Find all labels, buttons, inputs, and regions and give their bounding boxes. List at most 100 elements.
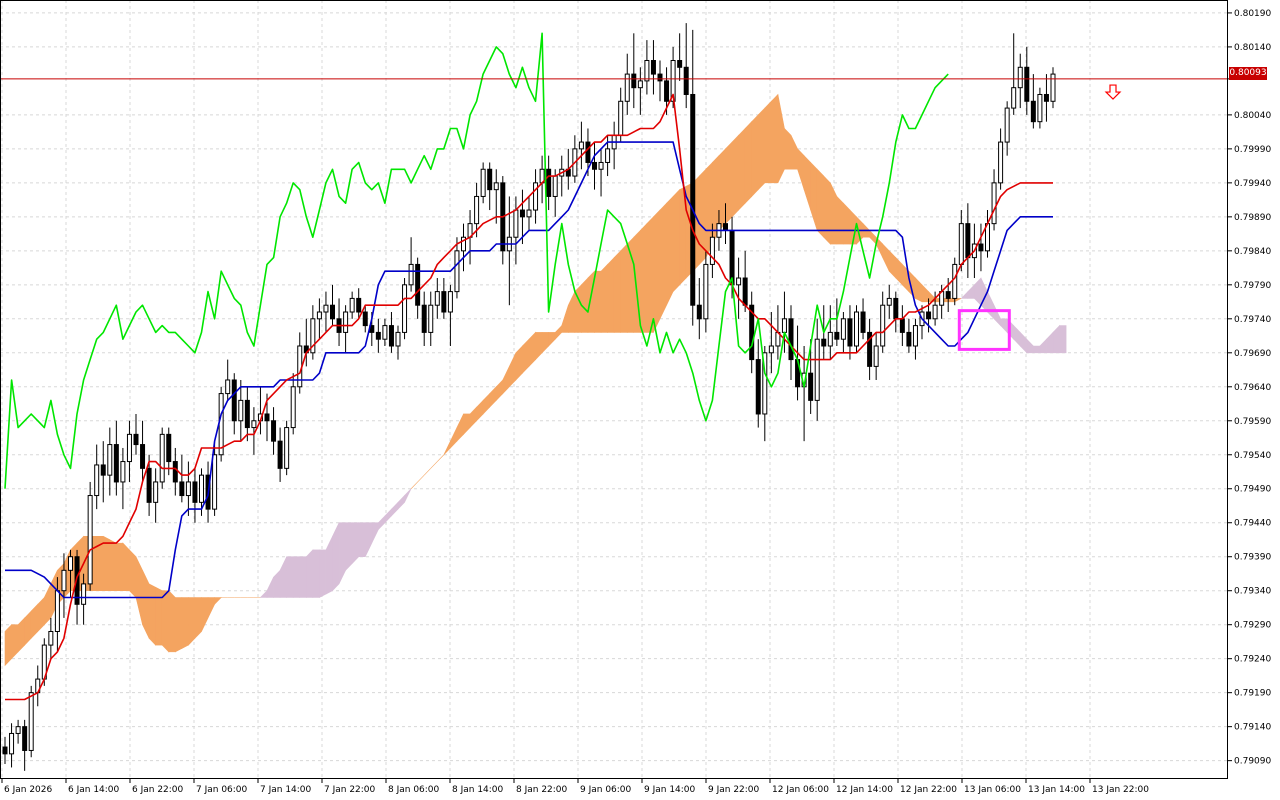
x-tick-label: 6 Jan 14:00 bbox=[68, 785, 120, 795]
candle-bull bbox=[290, 386, 296, 429]
candle-bull bbox=[159, 433, 165, 483]
candle-bear bbox=[788, 318, 794, 361]
candle-bear bbox=[749, 304, 755, 361]
candle-bull bbox=[1004, 107, 1010, 143]
candle-bear bbox=[172, 461, 178, 483]
candle-bull bbox=[768, 345, 774, 354]
candle-bull bbox=[81, 583, 87, 605]
candle-bull bbox=[87, 495, 93, 585]
y-tick-label: 0.79490 bbox=[1234, 485, 1271, 495]
y-tick-label: 0.79640 bbox=[1234, 383, 1271, 393]
candle-bear bbox=[899, 318, 905, 333]
candle-bull bbox=[873, 345, 879, 367]
ichimoku-cloud bbox=[4, 93, 1067, 667]
candle-bull bbox=[703, 263, 709, 320]
kumo-segment bbox=[843, 202, 851, 245]
kumo-segment bbox=[744, 120, 753, 204]
x-tick-label: 7 Jan 22:00 bbox=[324, 785, 376, 795]
candle-bull bbox=[316, 311, 322, 320]
candle-bull bbox=[827, 331, 833, 347]
candle-bull bbox=[218, 393, 224, 456]
kumo-segment bbox=[168, 589, 176, 653]
kumo-segment bbox=[757, 107, 766, 191]
x-tick-label: 13 Jan 22:00 bbox=[1092, 785, 1149, 795]
candle-bull bbox=[958, 223, 964, 265]
candle-bull bbox=[153, 481, 159, 503]
candle-bear bbox=[677, 59, 683, 68]
x-tick-label: 7 Jan 14:00 bbox=[260, 785, 312, 795]
candle-bull bbox=[48, 630, 54, 646]
candle-bear bbox=[388, 325, 394, 347]
candle-bull bbox=[120, 461, 126, 483]
kumo-segment bbox=[613, 250, 622, 333]
x-tick-label: 13 Jan 14:00 bbox=[1028, 785, 1085, 795]
candle-bull bbox=[598, 161, 604, 170]
kumo-segment bbox=[214, 597, 222, 606]
candle-bear bbox=[166, 433, 172, 463]
candle-bear bbox=[146, 467, 152, 503]
candle-bull bbox=[15, 726, 21, 734]
candle-bull bbox=[9, 732, 15, 755]
y-tick-label: 0.79740 bbox=[1234, 315, 1271, 325]
candle-bull bbox=[991, 182, 997, 225]
kumo-segment bbox=[594, 270, 602, 333]
candle-bear bbox=[1030, 100, 1036, 123]
candle-bear bbox=[487, 168, 493, 191]
y-tick-label: 0.79840 bbox=[1234, 247, 1271, 257]
kumo-segment bbox=[148, 583, 156, 646]
candle-bull bbox=[605, 148, 611, 163]
candle-bull bbox=[395, 331, 401, 347]
x-tick-label: 8 Jan 06:00 bbox=[388, 785, 440, 795]
candle-bull bbox=[526, 209, 532, 218]
candle-bull bbox=[474, 195, 480, 225]
candle-bull bbox=[68, 556, 73, 571]
candle-bull bbox=[94, 464, 100, 497]
kumo-segment bbox=[718, 148, 726, 232]
kumo-segment bbox=[404, 488, 412, 503]
candle-bull bbox=[310, 318, 316, 354]
candle-bear bbox=[100, 464, 106, 476]
candle-bull bbox=[952, 263, 958, 299]
candle-bull bbox=[349, 297, 355, 313]
candle-bear bbox=[1024, 66, 1030, 102]
candle-bear bbox=[74, 556, 80, 605]
candle-bear bbox=[244, 399, 250, 429]
candle-bear bbox=[192, 481, 198, 503]
candle-bull bbox=[225, 379, 231, 395]
kumo-segment bbox=[947, 298, 956, 303]
candle-bull bbox=[880, 304, 886, 347]
plot-frame bbox=[0, 0, 1228, 779]
candle-bull bbox=[185, 481, 191, 497]
candle-bull bbox=[402, 284, 408, 333]
candle-bull bbox=[998, 141, 1004, 184]
candle-bear bbox=[330, 304, 335, 320]
candle-bear bbox=[742, 277, 748, 306]
candle-bull bbox=[854, 311, 859, 347]
kumo-segment bbox=[358, 522, 366, 558]
plot-background bbox=[0, 0, 1228, 779]
candle-bull bbox=[814, 338, 820, 401]
kijun-sen-line bbox=[5, 141, 1053, 599]
y-tick-label: 0.79890 bbox=[1234, 213, 1271, 223]
candle-bear bbox=[860, 311, 866, 333]
candle-bull bbox=[126, 433, 132, 463]
y-tick-label: 0.79190 bbox=[1234, 689, 1271, 699]
kumo-segment bbox=[640, 222, 648, 333]
candle-bull bbox=[637, 80, 643, 89]
kumo-segment bbox=[823, 175, 831, 245]
candle-bear bbox=[421, 304, 427, 333]
kumo-segment bbox=[836, 195, 844, 245]
candle-bull bbox=[1037, 93, 1043, 123]
y-tick-label: 0.79340 bbox=[1234, 587, 1271, 597]
candle-bull bbox=[323, 304, 329, 313]
y-tick-label: 0.79090 bbox=[1234, 757, 1271, 767]
candle-bear bbox=[179, 481, 185, 497]
x-tick-label: 12 Jan 14:00 bbox=[836, 785, 893, 795]
tenkan-sen-line bbox=[5, 93, 1053, 701]
candle-bear bbox=[834, 331, 840, 340]
candle-bull bbox=[709, 236, 715, 265]
candle-bull bbox=[762, 352, 768, 415]
candle-bear bbox=[264, 413, 270, 422]
candle-bear bbox=[893, 297, 899, 320]
